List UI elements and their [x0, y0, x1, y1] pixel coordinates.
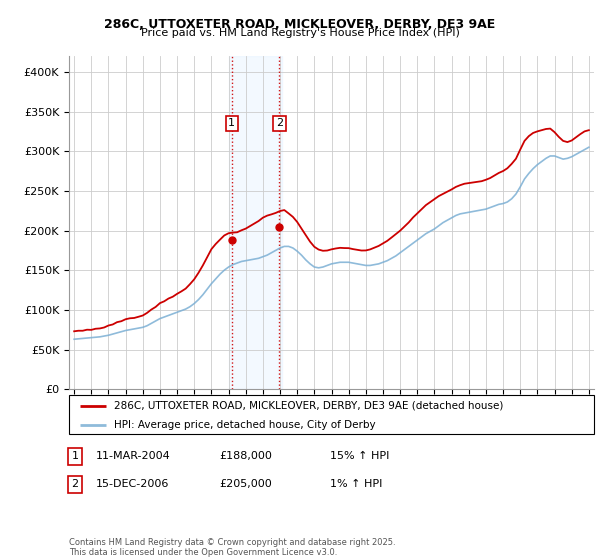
- Text: 11-MAR-2004: 11-MAR-2004: [96, 451, 171, 461]
- Text: Contains HM Land Registry data © Crown copyright and database right 2025.
This d: Contains HM Land Registry data © Crown c…: [69, 538, 395, 557]
- Text: HPI: Average price, detached house, City of Derby: HPI: Average price, detached house, City…: [113, 421, 375, 431]
- Text: 286C, UTTOXETER ROAD, MICKLEOVER, DERBY, DE3 9AE (detached house): 286C, UTTOXETER ROAD, MICKLEOVER, DERBY,…: [113, 401, 503, 411]
- Text: Price paid vs. HM Land Registry's House Price Index (HPI): Price paid vs. HM Land Registry's House …: [140, 28, 460, 38]
- Text: 1: 1: [229, 118, 235, 128]
- Text: 286C, UTTOXETER ROAD, MICKLEOVER, DERBY, DE3 9AE: 286C, UTTOXETER ROAD, MICKLEOVER, DERBY,…: [104, 18, 496, 31]
- Text: £205,000: £205,000: [219, 479, 272, 489]
- Text: 1: 1: [71, 451, 79, 461]
- Text: 2: 2: [71, 479, 79, 489]
- Text: 15% ↑ HPI: 15% ↑ HPI: [330, 451, 389, 461]
- Text: 2: 2: [276, 118, 283, 128]
- Bar: [229, 56, 282, 389]
- Text: 15-DEC-2006: 15-DEC-2006: [96, 479, 169, 489]
- Text: 1% ↑ HPI: 1% ↑ HPI: [330, 479, 382, 489]
- Text: £188,000: £188,000: [219, 451, 272, 461]
